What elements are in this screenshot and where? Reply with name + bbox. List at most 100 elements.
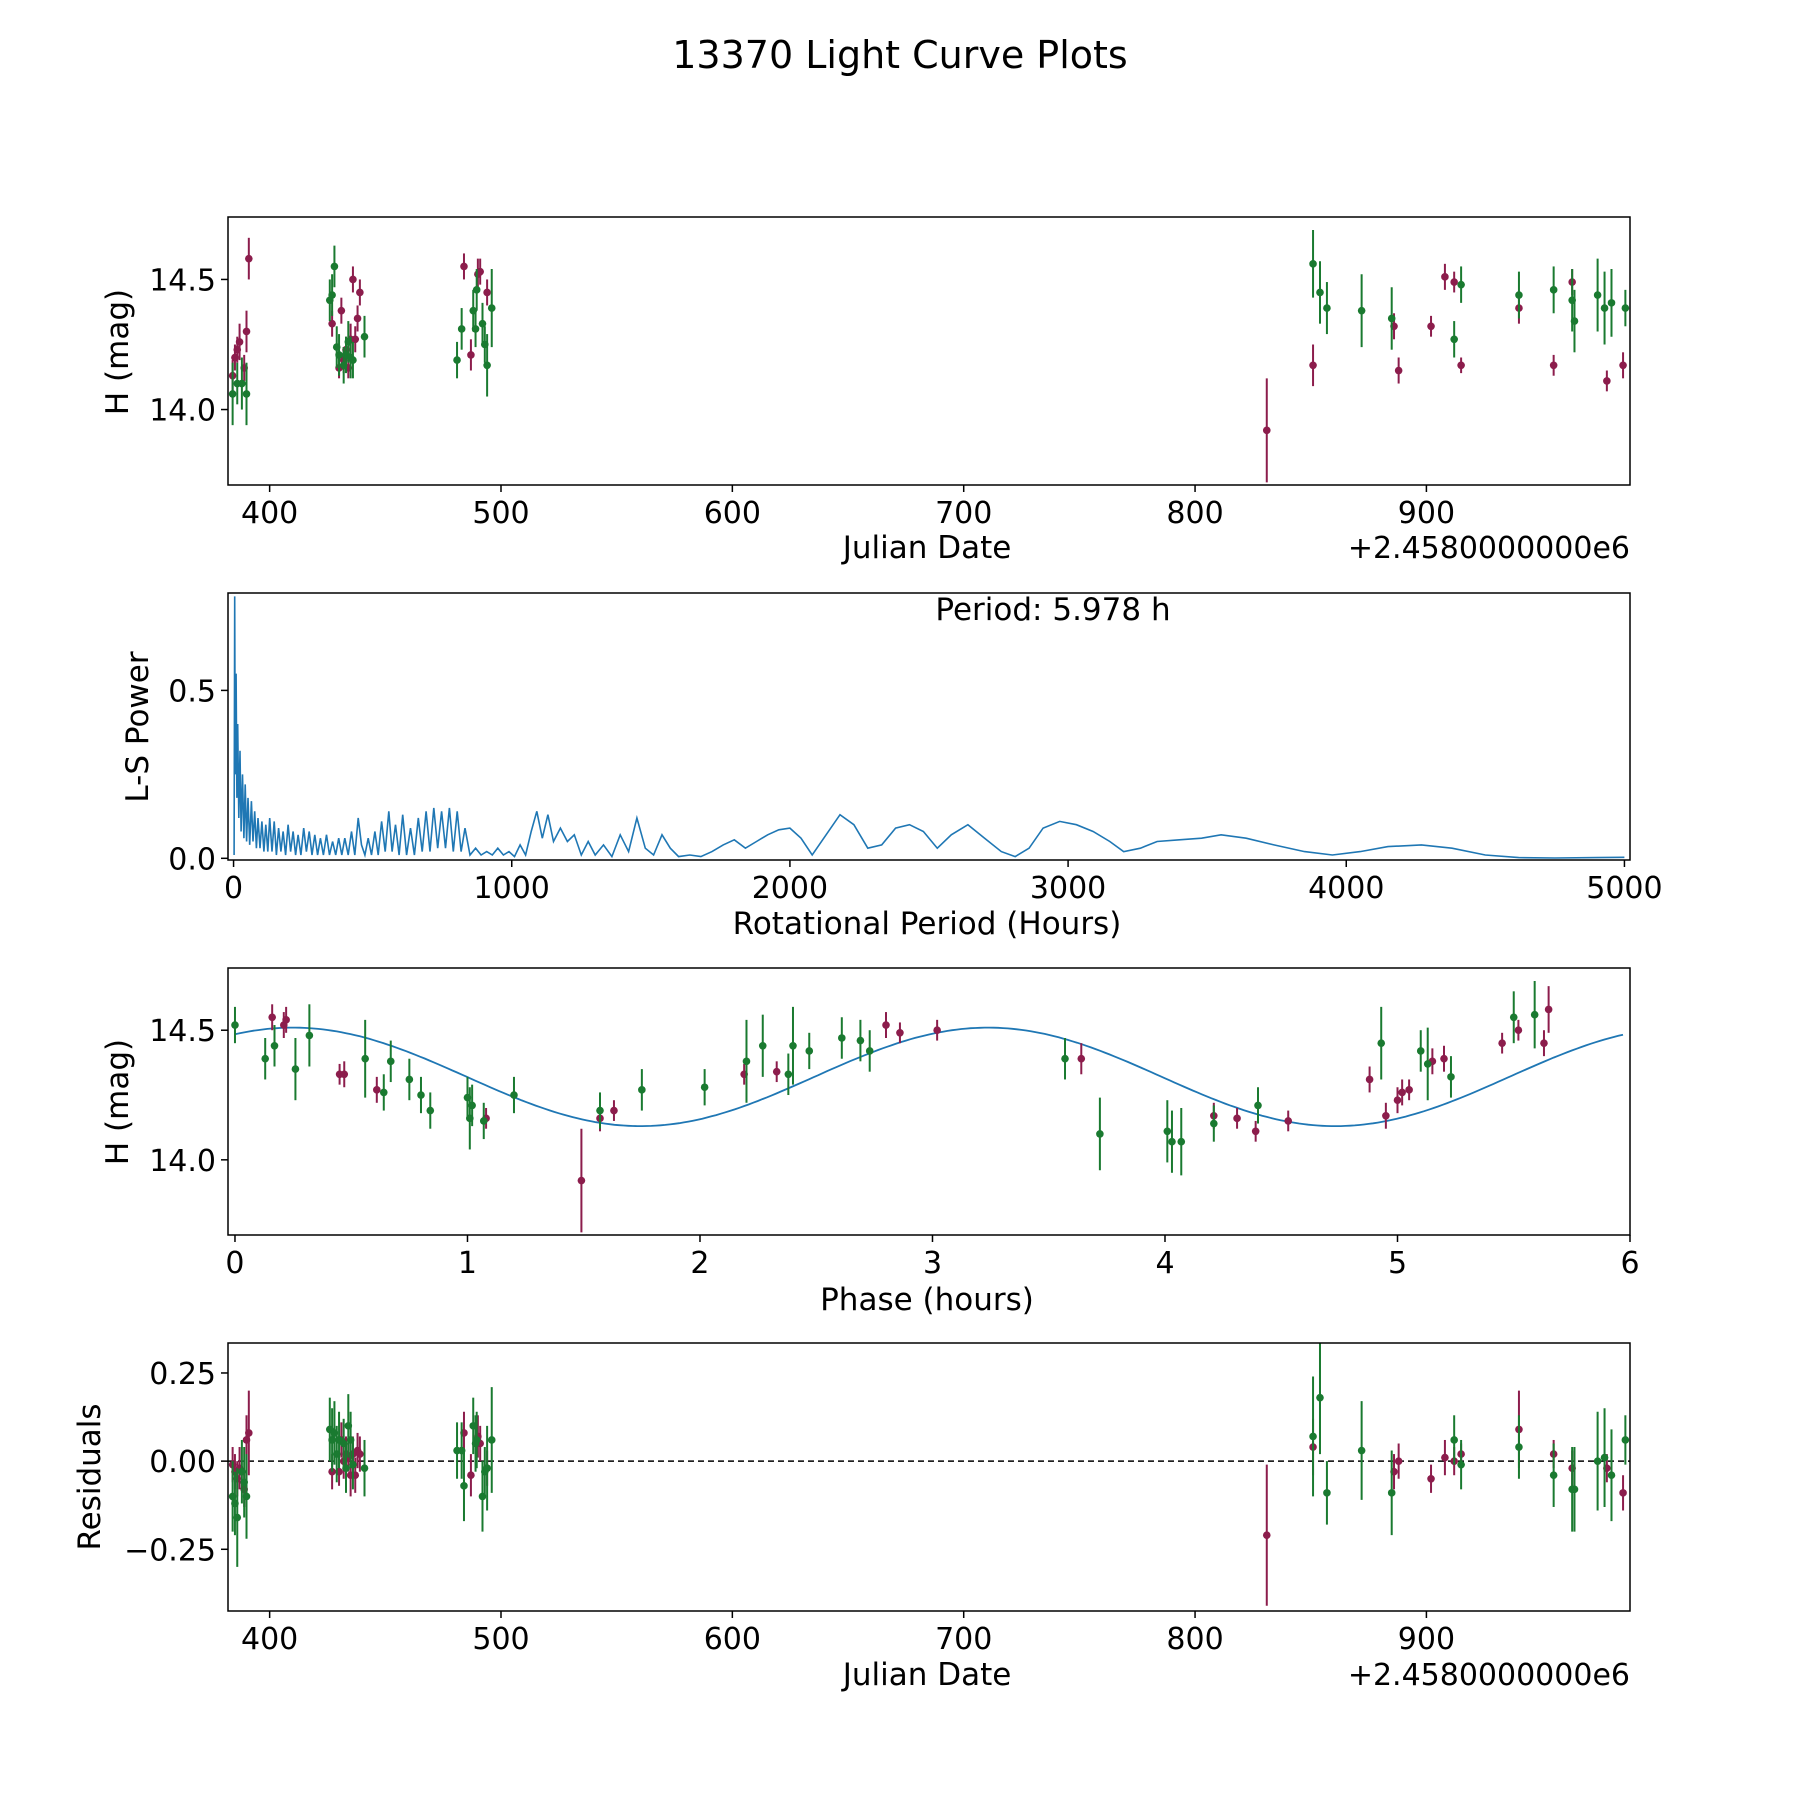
red-marker bbox=[1365, 1075, 1374, 1084]
red-marker bbox=[1619, 1489, 1627, 1497]
red-marker bbox=[351, 335, 360, 344]
red-marker bbox=[282, 1016, 290, 1024]
green-marker bbox=[1593, 291, 1602, 299]
red-data-point bbox=[1251, 1120, 1260, 1142]
residuals-x-tick-label: 700 bbox=[935, 1622, 992, 1657]
green-data-point bbox=[1593, 258, 1602, 332]
green-data-point bbox=[417, 1076, 425, 1114]
green-marker bbox=[349, 1460, 357, 1469]
green-marker bbox=[1387, 314, 1396, 323]
green-data-point bbox=[510, 1076, 518, 1114]
green-marker bbox=[233, 1513, 242, 1522]
red-marker bbox=[356, 1450, 364, 1458]
green-data-point bbox=[335, 334, 343, 376]
green-data-point bbox=[330, 245, 339, 288]
red-data-point bbox=[1498, 1032, 1506, 1054]
green-data-point bbox=[1607, 1429, 1616, 1522]
green-data-point bbox=[1323, 1461, 1331, 1525]
green-marker bbox=[472, 286, 481, 294]
green-data-point bbox=[405, 1058, 414, 1101]
green-marker bbox=[510, 1091, 518, 1099]
red-data-point bbox=[356, 279, 364, 306]
green-data-point bbox=[1621, 289, 1630, 327]
green-data-point bbox=[1600, 1408, 1609, 1507]
green-marker bbox=[335, 351, 343, 359]
red-marker bbox=[1251, 1127, 1260, 1136]
red-data-point bbox=[1284, 1110, 1293, 1132]
red-marker bbox=[467, 1471, 475, 1480]
red-data-point bbox=[460, 253, 468, 280]
green-data-point bbox=[426, 1092, 435, 1129]
periodogram-ylabel: L-S Power bbox=[120, 651, 156, 802]
red-marker bbox=[1233, 1114, 1241, 1123]
green-data-point bbox=[1323, 282, 1331, 335]
residuals-frame bbox=[227, 1342, 1631, 1612]
green-data-point bbox=[1316, 1343, 1324, 1455]
green-data-point bbox=[1593, 1411, 1602, 1511]
red-data-point bbox=[373, 1076, 381, 1103]
green-marker bbox=[1457, 1460, 1465, 1469]
green-marker bbox=[856, 1036, 865, 1045]
red-marker bbox=[610, 1106, 618, 1115]
red-data-point bbox=[1405, 1079, 1413, 1101]
green-data-point bbox=[1447, 1056, 1455, 1098]
green-marker bbox=[1570, 1485, 1579, 1494]
red-data-point bbox=[1077, 1043, 1086, 1075]
green-data-point bbox=[856, 1019, 865, 1062]
phased-x-tick-label: 2 bbox=[690, 1246, 709, 1281]
raw-x-tick-label: 600 bbox=[704, 496, 761, 531]
red-data-point bbox=[1382, 1102, 1390, 1129]
green-marker bbox=[1549, 286, 1558, 294]
periodogram-x-tick-label: 5000 bbox=[1586, 871, 1662, 906]
raw-x-tick-label: 900 bbox=[1398, 496, 1455, 531]
green-marker bbox=[638, 1086, 646, 1094]
red-data-point bbox=[577, 1128, 586, 1233]
red-marker bbox=[242, 327, 251, 336]
green-marker bbox=[1377, 1039, 1386, 1047]
green-marker bbox=[361, 1054, 369, 1063]
green-marker bbox=[471, 325, 480, 333]
green-marker bbox=[1530, 1010, 1539, 1019]
red-data-point bbox=[467, 1454, 475, 1497]
green-data-point bbox=[1377, 1006, 1386, 1080]
periodogram-x-tick-label: 2000 bbox=[752, 871, 828, 906]
green-marker bbox=[483, 361, 491, 370]
green-data-point bbox=[471, 310, 480, 348]
green-marker bbox=[1210, 1119, 1218, 1128]
green-marker bbox=[1423, 1060, 1432, 1068]
green-data-point bbox=[328, 274, 336, 316]
red-data-point bbox=[1457, 357, 1465, 374]
green-marker bbox=[1600, 304, 1609, 312]
green-data-point bbox=[349, 341, 357, 379]
green-marker bbox=[1096, 1130, 1104, 1138]
green-marker bbox=[242, 1492, 251, 1501]
phased-y-tick-label: 14.0 bbox=[149, 1144, 216, 1179]
residuals-plot-area bbox=[228, 1343, 1630, 1606]
red-marker bbox=[467, 351, 475, 359]
green-data-point bbox=[1096, 1097, 1104, 1171]
green-marker bbox=[1416, 1047, 1425, 1055]
phased-x-tick-label: 1 bbox=[458, 1246, 477, 1281]
periodogram-x-tick-label: 0 bbox=[224, 871, 243, 906]
green-marker bbox=[468, 1101, 476, 1110]
red-marker bbox=[1450, 278, 1458, 286]
green-data-point bbox=[1509, 991, 1518, 1044]
red-marker bbox=[1394, 366, 1403, 375]
residuals-x-tick-label: 400 bbox=[241, 1622, 298, 1657]
green-marker bbox=[1168, 1137, 1176, 1146]
green-data-point bbox=[349, 1439, 357, 1490]
green-marker bbox=[417, 1091, 425, 1099]
red-marker bbox=[1549, 361, 1558, 370]
green-data-point bbox=[270, 1025, 279, 1067]
green-marker bbox=[742, 1057, 751, 1066]
red-data-point bbox=[1544, 986, 1553, 1033]
red-data-point bbox=[242, 310, 251, 353]
red-marker bbox=[1457, 361, 1465, 370]
red-data-point bbox=[1619, 1475, 1627, 1511]
red-marker bbox=[328, 319, 336, 328]
green-data-point bbox=[1423, 1027, 1432, 1101]
red-marker bbox=[1498, 1039, 1506, 1047]
green-marker bbox=[789, 1041, 797, 1050]
red-marker bbox=[1077, 1054, 1086, 1063]
